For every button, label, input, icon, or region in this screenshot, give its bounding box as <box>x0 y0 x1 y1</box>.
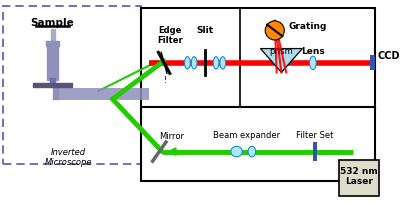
Bar <box>47 47 58 81</box>
Bar <box>50 79 55 86</box>
Bar <box>370 56 375 71</box>
Bar <box>54 88 149 101</box>
Text: Mirror: Mirror <box>159 132 184 140</box>
Text: Grating: Grating <box>288 22 326 31</box>
Text: !: ! <box>164 76 167 85</box>
Text: Lens: Lens <box>301 47 325 55</box>
Ellipse shape <box>213 57 219 70</box>
Bar <box>141 9 375 109</box>
Text: Slit: Slit <box>196 26 214 34</box>
Text: Filter Set: Filter Set <box>296 131 334 140</box>
Ellipse shape <box>248 147 256 157</box>
Text: CCD: CCD <box>378 50 400 60</box>
Ellipse shape <box>220 57 226 70</box>
Text: Sample: Sample <box>30 18 74 28</box>
Text: Inverted
Microscope: Inverted Microscope <box>45 147 92 166</box>
Ellipse shape <box>191 57 197 70</box>
Bar <box>339 160 379 196</box>
Bar <box>33 83 72 87</box>
Polygon shape <box>260 49 302 73</box>
Ellipse shape <box>231 147 242 157</box>
Bar <box>313 142 317 161</box>
Circle shape <box>265 22 284 41</box>
Bar <box>50 29 55 41</box>
Text: Beam expander: Beam expander <box>212 131 280 140</box>
Text: Edge
Filter: Edge Filter <box>157 26 183 45</box>
Bar <box>46 42 59 47</box>
Text: 532 nm
Laser: 532 nm Laser <box>340 166 378 185</box>
Ellipse shape <box>184 57 190 70</box>
Bar <box>54 86 58 100</box>
Bar <box>141 107 375 181</box>
Ellipse shape <box>310 57 316 70</box>
Text: prism: prism <box>270 47 293 55</box>
